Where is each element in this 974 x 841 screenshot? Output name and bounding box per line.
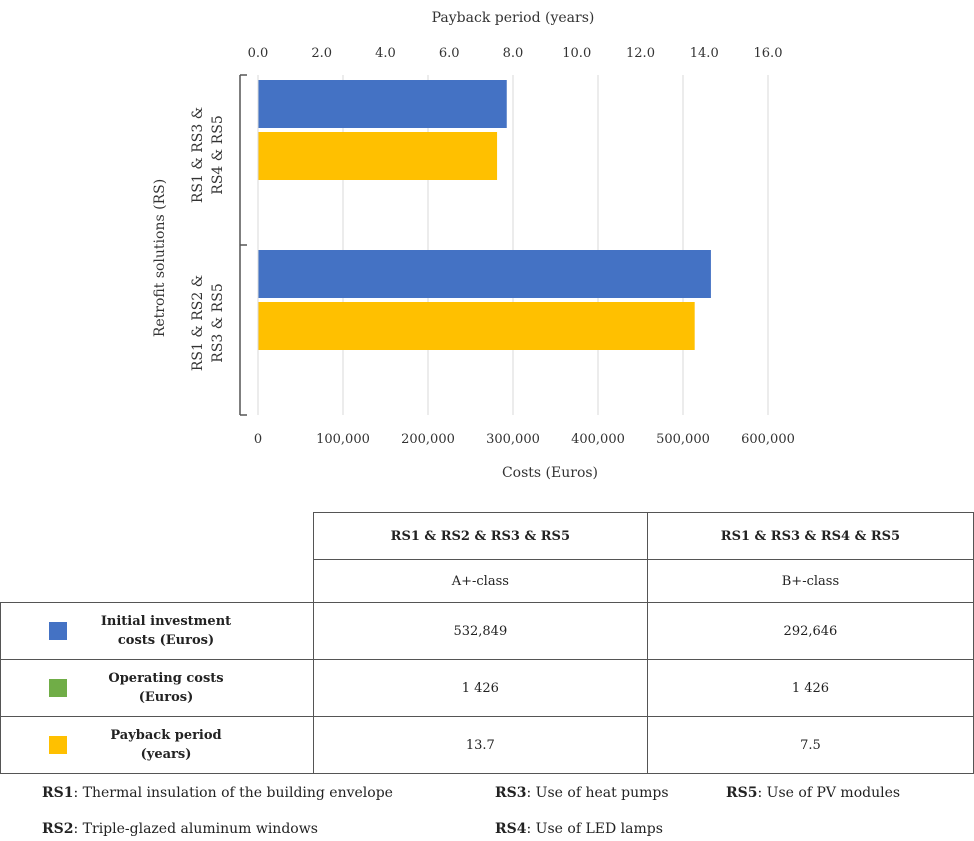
bar-chart: 0 100,000 200,000 300,000 400,000 500,000 600,…	[152, 10, 795, 481]
legend-item-rs1: RS1: Thermal insulation of the building …	[42, 785, 393, 801]
row-label: Operating costs (Euros)	[108, 671, 224, 705]
table-cell: 532,849	[312, 602, 648, 660]
table-row: Initial investment costs (Euros) 532,849…	[0, 602, 974, 660]
row-label: Payback period (years)	[110, 728, 222, 762]
bottom-tick-label: 500,000	[656, 432, 710, 447]
table-row: Payback period (years) 13.7 7.5	[0, 716, 974, 774]
top-tick-label: 10.0	[562, 46, 591, 61]
row-header: Payback period (years)	[0, 716, 314, 774]
color-swatch	[49, 736, 67, 754]
axes: 0 100,000 200,000 300,000 400,000 500,000 600,…	[239, 46, 795, 447]
table-cell: 13.7	[312, 716, 648, 774]
legend-item-rs3: RS3: Use of heat pumps	[495, 785, 669, 801]
svg-text:RS3 & RS5: RS3 & RS5	[210, 283, 226, 362]
energy-class-cell: A+-class	[312, 559, 648, 603]
y-axis-title: Retrofit solutions (RS)	[152, 179, 168, 337]
top-tick-label: 8.0	[503, 46, 524, 61]
table-header-row: RS1 & RS2 & RS3 & RS5 RS1 & RS3 & RS4 & …	[1, 512, 974, 560]
bottom-tick-label: 100,000	[316, 432, 370, 447]
column-header: RS1 & RS2 & RS3 & RS5	[312, 512, 648, 560]
table-corner	[1, 560, 314, 603]
top-tick-label: 6.0	[439, 46, 460, 61]
table-cell: 1 426	[646, 659, 974, 717]
payback-bar	[258, 132, 498, 180]
color-swatch	[49, 679, 67, 697]
bottom-tick-label: 0	[254, 432, 262, 447]
top-tick-label: 12.0	[626, 46, 655, 61]
svg-text:RS1 & RS3 &: RS1 & RS3 &	[190, 107, 206, 203]
table-cell: 1 426	[312, 659, 648, 717]
column-header: RS1 & RS3 & RS4 & RS5	[646, 512, 974, 560]
bottom-axis-title: Costs (Euros)	[502, 465, 598, 481]
table-row: Operating costs (Euros) 1 426 1 426	[0, 659, 974, 717]
grid-lines	[342, 75, 769, 415]
top-tick-label: 0.0	[248, 46, 269, 61]
table-cell: 7.5	[646, 716, 974, 774]
category-label-1: RS1 & RS3 & RS4 & RS5	[190, 107, 226, 203]
table-class-row: A+-class B+-class	[1, 559, 974, 603]
top-tick-label: 16.0	[754, 46, 783, 61]
legend-item-rs4: RS4: Use of LED lamps	[495, 821, 663, 837]
bars	[258, 80, 711, 350]
table-cell: 292,646	[646, 602, 974, 660]
legend-item-rs2: RS2: Triple-glazed aluminum windows	[42, 821, 318, 837]
table-corner	[1, 513, 314, 560]
row-header: Initial investment costs (Euros)	[0, 602, 314, 660]
top-axis-title: Payback period (years)	[432, 10, 595, 26]
top-tick-label: 2.0	[311, 46, 332, 61]
investment-bar	[258, 80, 507, 128]
svg-text:RS1 & RS2 &: RS1 & RS2 &	[190, 275, 206, 371]
bottom-tick-label: 300,000	[486, 432, 540, 447]
payback-bar	[258, 302, 695, 350]
color-swatch	[49, 622, 67, 640]
investment-bar	[258, 250, 711, 298]
top-tick-label: 14.0	[690, 46, 719, 61]
svg-text:RS4 & RS5: RS4 & RS5	[210, 115, 226, 194]
row-label: Initial investment costs (Euros)	[100, 614, 232, 648]
row-header: Operating costs (Euros)	[0, 659, 314, 717]
bottom-tick-label: 200,000	[401, 432, 455, 447]
bottom-tick-label: 400,000	[571, 432, 625, 447]
summary-table: RS1 & RS2 & RS3 & RS5 RS1 & RS3 & RS4 & …	[0, 512, 974, 774]
category-label-2: RS1 & RS2 & RS3 & RS5	[190, 275, 226, 371]
legend-item-rs5: RS5: Use of PV modules	[726, 785, 901, 801]
bottom-tick-label: 600,000	[741, 432, 795, 447]
top-tick-label: 4.0	[375, 46, 396, 61]
energy-class-cell: B+-class	[646, 559, 974, 603]
